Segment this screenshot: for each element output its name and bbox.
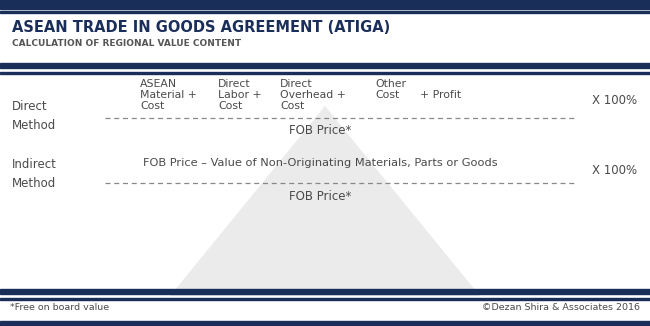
Text: *Free on board value: *Free on board value bbox=[10, 303, 109, 312]
Text: CALCULATION OF REGIONAL VALUE CONTENT: CALCULATION OF REGIONAL VALUE CONTENT bbox=[12, 38, 241, 48]
Text: Labor +: Labor + bbox=[218, 90, 261, 100]
Text: X 100%: X 100% bbox=[592, 165, 637, 177]
Text: Other: Other bbox=[375, 79, 406, 89]
Text: Direct: Direct bbox=[218, 79, 251, 89]
Text: Cost: Cost bbox=[375, 90, 399, 100]
Text: + Profit: + Profit bbox=[420, 90, 461, 100]
Text: Direct: Direct bbox=[280, 79, 313, 89]
Bar bbox=[0, 289, 650, 294]
Bar bbox=[0, 0, 650, 9]
Bar bbox=[0, 72, 650, 74]
Bar bbox=[0, 298, 650, 300]
Text: Direct
Method: Direct Method bbox=[12, 100, 57, 132]
Text: ©Dezan Shira & Associates 2016: ©Dezan Shira & Associates 2016 bbox=[482, 303, 640, 312]
Polygon shape bbox=[170, 106, 480, 296]
Text: X 100%: X 100% bbox=[592, 95, 637, 108]
Bar bbox=[0, 63, 650, 68]
Bar bbox=[0, 321, 650, 326]
Text: FOB Price – Value of Non-Originating Materials, Parts or Goods: FOB Price – Value of Non-Originating Mat… bbox=[143, 158, 497, 168]
Text: ASEAN TRADE IN GOODS AGREEMENT (ATIGA): ASEAN TRADE IN GOODS AGREEMENT (ATIGA) bbox=[12, 21, 390, 36]
Text: FOB Price*: FOB Price* bbox=[289, 125, 351, 138]
Text: FOB Price*: FOB Price* bbox=[289, 189, 351, 202]
Text: Overhead +: Overhead + bbox=[280, 90, 346, 100]
Bar bbox=[0, 11, 650, 13]
Text: Cost: Cost bbox=[280, 101, 304, 111]
Text: Material +: Material + bbox=[140, 90, 197, 100]
Text: Cost: Cost bbox=[218, 101, 242, 111]
Text: ASEAN: ASEAN bbox=[140, 79, 177, 89]
Text: Indirect
Method: Indirect Method bbox=[12, 158, 57, 190]
Text: Cost: Cost bbox=[140, 101, 164, 111]
